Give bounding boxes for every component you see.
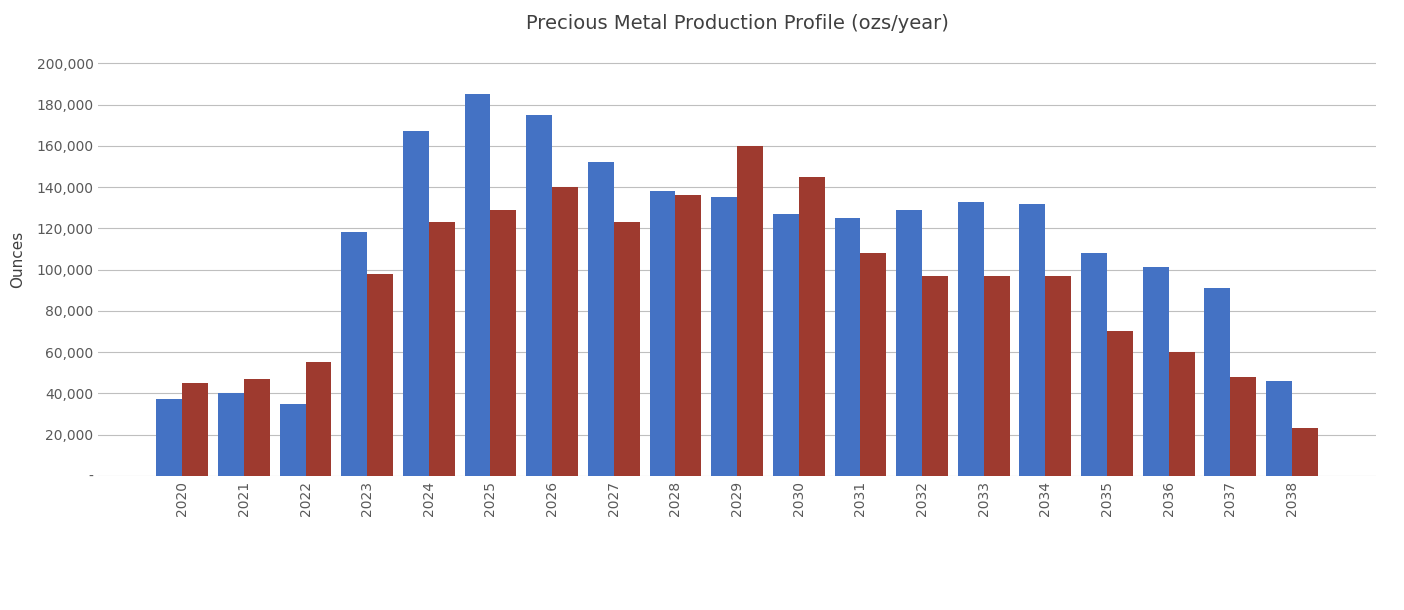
Bar xyxy=(490,210,517,476)
Bar xyxy=(244,379,270,476)
Bar xyxy=(675,195,702,476)
Bar xyxy=(772,214,799,476)
Bar xyxy=(896,210,922,476)
Bar xyxy=(1168,352,1195,476)
Bar xyxy=(1046,276,1071,476)
Bar xyxy=(183,383,208,476)
Bar xyxy=(279,404,306,476)
Bar xyxy=(588,162,614,476)
Bar xyxy=(1106,331,1133,476)
Bar xyxy=(1230,377,1257,476)
Bar xyxy=(799,177,824,476)
Bar xyxy=(465,95,490,476)
Bar xyxy=(218,393,244,476)
Bar xyxy=(1266,381,1292,476)
Bar xyxy=(922,276,948,476)
Bar xyxy=(834,218,861,476)
Bar xyxy=(984,276,1009,476)
Bar xyxy=(1081,253,1106,476)
Bar xyxy=(403,131,428,476)
Bar xyxy=(368,274,393,476)
Bar xyxy=(614,222,640,476)
Bar xyxy=(1143,268,1168,476)
Bar xyxy=(737,146,762,476)
Bar xyxy=(552,187,578,476)
Bar xyxy=(958,201,984,476)
Bar xyxy=(1292,428,1318,476)
Bar xyxy=(1019,204,1046,476)
Bar xyxy=(861,253,886,476)
Bar xyxy=(428,222,455,476)
Bar xyxy=(1205,288,1230,476)
Bar xyxy=(650,191,675,476)
Bar xyxy=(306,362,331,476)
Y-axis label: Ounces: Ounces xyxy=(10,231,25,288)
Bar xyxy=(712,198,737,476)
Bar xyxy=(156,400,183,476)
Title: Precious Metal Production Profile (ozs/year): Precious Metal Production Profile (ozs/y… xyxy=(525,14,949,33)
Bar xyxy=(341,232,368,476)
Bar xyxy=(526,115,552,476)
